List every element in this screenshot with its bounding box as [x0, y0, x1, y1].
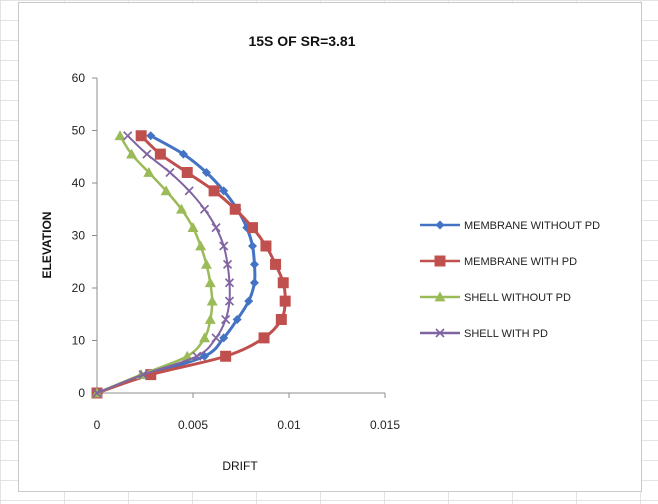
data-point: [192, 351, 202, 361]
data-point: [249, 259, 259, 269]
data-point: [138, 370, 148, 380]
data-point: [184, 186, 194, 196]
axes: 0 10 20 30 40 50 60 0 0.005 0.01 0.015: [72, 71, 401, 432]
data-point: [224, 296, 235, 306]
data-point: [208, 185, 220, 197]
data-point: [145, 369, 157, 381]
data-point: [123, 131, 133, 141]
data-point: [181, 167, 193, 178]
chart-title: 15S OF SR=3.81: [248, 33, 355, 49]
legend-entry: SHELL WITHOUT PD: [420, 291, 571, 304]
legend-label: MEMBRANE WITHOUT PD: [464, 220, 600, 232]
data-point: [279, 295, 291, 307]
data-point: [211, 223, 221, 233]
data-point: [126, 148, 138, 159]
data-point: [270, 258, 282, 270]
legend-marker: [434, 291, 446, 302]
data-point: [258, 332, 270, 344]
legend-marker: [434, 255, 446, 267]
data-point: [142, 149, 152, 159]
data-point: [244, 296, 254, 306]
legend: MEMBRANE WITHOUT PD MEMBRANE WITH PD SHELL…: [420, 220, 600, 340]
x-tick-label: 0: [94, 418, 101, 432]
y-tick-label: 60: [72, 71, 86, 85]
data-point: [206, 295, 218, 306]
data-point: [277, 277, 289, 289]
data-point: [178, 149, 188, 159]
data-point: [204, 314, 216, 324]
x-tick-label: 0.015: [370, 418, 400, 432]
y-axis-title: ELEVATION: [40, 212, 54, 279]
y-tick-label: 20: [72, 281, 86, 295]
data-point: [187, 222, 199, 233]
data-point: [247, 222, 259, 234]
plot-series: [91, 130, 291, 399]
legend-entry: MEMBRANE WITH PD: [420, 255, 577, 268]
data-point: [114, 130, 126, 141]
data-point: [219, 241, 229, 251]
data-point: [220, 350, 232, 362]
y-tick-label: 30: [72, 229, 86, 243]
data-point: [232, 315, 242, 324]
data-point: [219, 186, 229, 196]
data-point: [165, 167, 175, 178]
data-point: [219, 333, 229, 343]
data-point: [175, 203, 187, 214]
y-tick-label: 50: [72, 124, 86, 138]
x-axis-title: DRIFT: [222, 459, 258, 473]
series-membrane-with-pd: [91, 130, 291, 399]
data-point: [248, 241, 258, 251]
series-shell-with-pd: [92, 131, 235, 398]
data-point: [204, 277, 216, 288]
data-point: [146, 131, 156, 141]
x-tick-label: 0.005: [178, 418, 208, 432]
data-point: [143, 167, 155, 177]
data-point: [249, 278, 259, 288]
legend-entry: MEMBRANE WITHOUT PD: [420, 220, 600, 232]
legend-marker: [435, 220, 445, 230]
y-tick-label: 10: [72, 334, 86, 348]
data-point: [201, 168, 211, 177]
y-tick-label: 0: [78, 386, 85, 400]
y-tick-label: 40: [72, 176, 86, 190]
data-point: [229, 203, 241, 215]
series-membrane-without-pd: [92, 131, 259, 398]
data-point: [135, 130, 147, 142]
data-point: [224, 278, 235, 288]
data-point: [200, 258, 212, 269]
chart-area[interactable]: [18, 2, 642, 492]
data-point: [154, 148, 166, 160]
data-point: [275, 314, 287, 325]
data-point: [222, 259, 233, 269]
data-point: [160, 185, 172, 196]
legend-label: MEMBRANE WITH PD: [464, 256, 577, 268]
legend-label: SHELL WITH PD: [464, 328, 548, 340]
data-point: [199, 332, 211, 343]
x-tick-label: 0.01: [277, 418, 301, 432]
data-point: [221, 314, 231, 325]
data-point: [260, 240, 272, 252]
data-point: [199, 204, 210, 214]
data-point: [195, 240, 207, 251]
data-point: [211, 333, 221, 343]
data-point: [92, 388, 102, 398]
legend-marker: [435, 328, 445, 338]
legend-label: SHELL WITHOUT PD: [464, 292, 571, 304]
series-shell-without-pd: [91, 130, 218, 398]
legend-entry: SHELL WITH PD: [420, 328, 548, 340]
